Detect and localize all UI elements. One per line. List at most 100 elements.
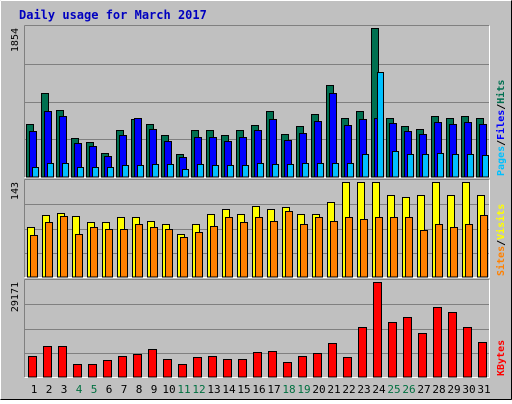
legend-hits-files-pages: Pages/Files/Hits xyxy=(495,80,507,176)
bar-pages-day-15 xyxy=(242,165,249,178)
bar-kbytes-day-23 xyxy=(358,327,367,378)
bar-pages-day-24 xyxy=(377,72,384,178)
x-tick-label: 17 xyxy=(267,383,280,396)
x-tick-label: 16 xyxy=(252,383,265,396)
legend-separator: / xyxy=(496,240,507,246)
bar-kbytes-day-21 xyxy=(328,343,337,378)
y-axis-max-label: 1854 xyxy=(10,28,21,52)
legend-sites: Sites xyxy=(495,246,507,276)
bar-kbytes-day-5 xyxy=(88,364,97,378)
bar-sites-day-1 xyxy=(30,235,38,278)
x-tick-label: 1 xyxy=(31,383,38,396)
bar-pages-day-29 xyxy=(452,154,459,178)
bar-pages-day-27 xyxy=(422,154,429,178)
bar-pages-day-4 xyxy=(77,167,84,178)
bar-kbytes-day-16 xyxy=(253,352,262,378)
x-tick-label: 13 xyxy=(207,383,220,396)
legend-hits: Hits xyxy=(495,80,507,104)
x-tick-label: 14 xyxy=(222,383,236,396)
x-tick-label: 31 xyxy=(477,383,490,396)
bar-sites-day-13 xyxy=(210,226,218,278)
bar-pages-day-6 xyxy=(107,167,114,178)
bar-kbytes-day-4 xyxy=(73,364,82,378)
y-axis-max-label: 143 xyxy=(10,182,21,200)
bar-kbytes-day-11 xyxy=(178,364,187,378)
bar-sites-day-21 xyxy=(330,221,338,278)
x-tick-label: 29 xyxy=(447,383,460,396)
x-tick-label: 8 xyxy=(136,383,143,396)
x-tick-label: 5 xyxy=(91,383,98,396)
x-tick-label: 15 xyxy=(237,383,250,396)
bar-kbytes-day-29 xyxy=(448,312,457,378)
bar-sites-day-25 xyxy=(390,217,398,278)
chart-title: Daily usage for March 2017 xyxy=(19,8,207,22)
bar-pages-day-21 xyxy=(332,163,339,178)
bar-sites-day-19 xyxy=(300,224,308,278)
bar-pages-day-20 xyxy=(317,163,324,178)
bar-pages-day-22 xyxy=(347,163,354,178)
bar-pages-day-18 xyxy=(287,164,294,178)
x-tick-label: 23 xyxy=(357,383,370,396)
bar-kbytes-day-28 xyxy=(433,307,442,378)
x-tick-label: 9 xyxy=(151,383,158,396)
bar-pages-day-10 xyxy=(167,164,174,178)
x-tick-label: 10 xyxy=(162,383,175,396)
bar-sites-day-2 xyxy=(45,222,53,278)
bar-sites-day-26 xyxy=(405,217,413,278)
bar-pages-day-31 xyxy=(482,155,489,178)
bar-sites-day-23 xyxy=(360,219,368,278)
bar-kbytes-day-6 xyxy=(103,360,112,378)
bar-kbytes-day-31 xyxy=(478,342,487,378)
bar-pages-day-12 xyxy=(197,164,204,178)
bar-kbytes-day-26 xyxy=(403,317,412,378)
bar-kbytes-day-27 xyxy=(418,333,427,378)
bar-kbytes-day-13 xyxy=(208,356,217,378)
legend-separator: / xyxy=(496,104,507,110)
x-tick-label: 20 xyxy=(312,383,325,396)
bar-sites-day-10 xyxy=(165,229,173,278)
bar-kbytes-day-12 xyxy=(193,357,202,378)
bar-kbytes-day-14 xyxy=(223,359,232,378)
x-tick-label: 25 xyxy=(387,383,400,396)
bar-sites-day-20 xyxy=(315,217,323,278)
bar-sites-day-15 xyxy=(240,222,248,278)
bar-kbytes-day-18 xyxy=(283,362,292,378)
bar-pages-day-9 xyxy=(152,164,159,178)
bar-sites-day-7 xyxy=(120,229,128,278)
bar-sites-day-17 xyxy=(270,221,278,278)
bar-sites-day-24 xyxy=(375,217,383,278)
bar-sites-day-28 xyxy=(435,224,443,278)
x-tick-label: 27 xyxy=(417,383,430,396)
bar-pages-day-19 xyxy=(302,163,309,178)
bar-sites-day-5 xyxy=(90,227,98,278)
bar-sites-day-31 xyxy=(480,215,488,278)
bar-kbytes-day-8 xyxy=(133,354,142,378)
bar-pages-day-26 xyxy=(407,154,414,178)
legend-kbytes: KBytes xyxy=(496,340,507,376)
bar-sites-day-12 xyxy=(195,232,203,278)
x-tick-label: 22 xyxy=(342,383,355,396)
bar-sites-day-11 xyxy=(180,237,188,278)
bar-sites-day-14 xyxy=(225,217,233,278)
x-tick-label: 3 xyxy=(61,383,68,396)
bar-kbytes-day-20 xyxy=(313,353,322,378)
x-tick-label: 2 xyxy=(46,383,53,396)
bar-pages-day-7 xyxy=(122,165,129,178)
bar-kbytes-day-19 xyxy=(298,356,307,378)
bar-kbytes-day-1 xyxy=(28,356,37,378)
bar-pages-day-25 xyxy=(392,151,399,178)
bar-sites-day-29 xyxy=(450,227,458,278)
x-tick-label: 7 xyxy=(121,383,128,396)
bar-pages-day-11 xyxy=(182,169,189,178)
x-tick-label: 26 xyxy=(402,383,415,396)
bar-kbytes-day-9 xyxy=(148,349,157,378)
bar-pages-day-14 xyxy=(227,165,234,178)
bar-pages-day-1 xyxy=(32,167,39,178)
bar-pages-day-28 xyxy=(437,153,444,178)
bar-pages-day-17 xyxy=(272,164,279,178)
bar-sites-day-27 xyxy=(420,230,428,278)
bar-kbytes-day-2 xyxy=(43,346,52,378)
bar-sites-day-22 xyxy=(345,217,353,278)
